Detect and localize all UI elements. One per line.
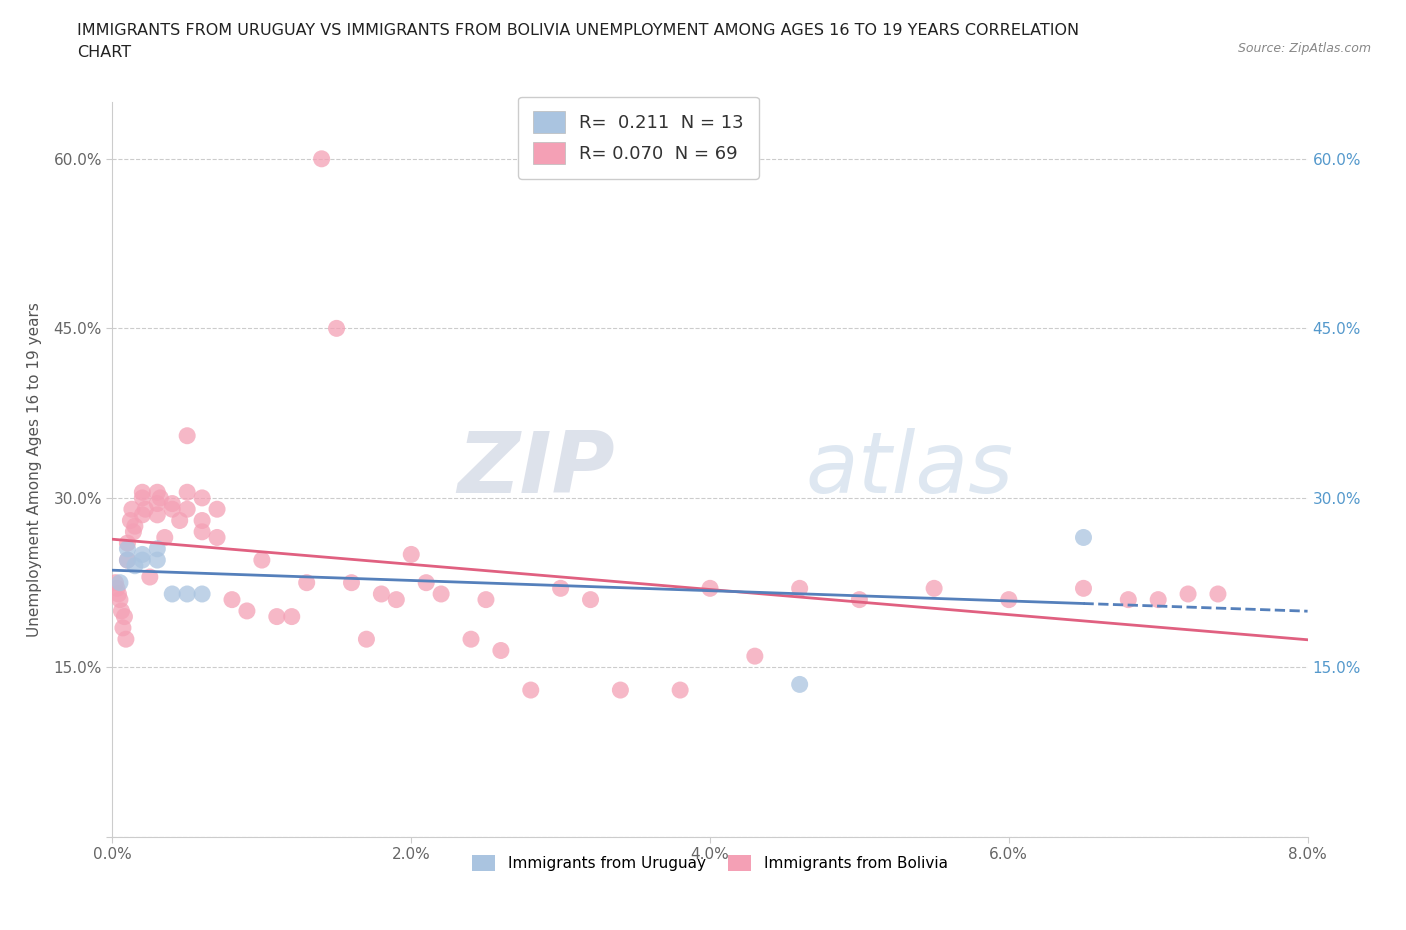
Point <box>191 513 214 528</box>
Point <box>489 643 512 658</box>
Text: IMMIGRANTS FROM URUGUAY VS IMMIGRANTS FROM BOLIVIA UNEMPLOYMENT AMONG AGES 16 TO: IMMIGRANTS FROM URUGUAY VS IMMIGRANTS FR… <box>77 23 1080 38</box>
Point <box>520 683 543 698</box>
Point <box>1206 587 1229 602</box>
Point <box>110 604 132 618</box>
Point <box>104 576 127 591</box>
Point <box>579 592 602 607</box>
Point <box>1177 587 1199 602</box>
Point <box>415 576 437 591</box>
Point <box>385 592 408 607</box>
Point <box>111 620 134 635</box>
Point <box>609 683 631 698</box>
Point <box>149 490 172 505</box>
Point <box>131 547 153 562</box>
Point <box>744 649 766 664</box>
Point <box>131 490 153 505</box>
Point <box>325 321 347 336</box>
Point <box>370 587 392 602</box>
Text: atlas: atlas <box>806 428 1014 512</box>
Y-axis label: Unemployment Among Ages 16 to 19 years: Unemployment Among Ages 16 to 19 years <box>28 302 42 637</box>
Point <box>146 541 169 556</box>
Point <box>430 587 453 602</box>
Point <box>266 609 288 624</box>
Point <box>139 569 162 584</box>
Point <box>108 592 131 607</box>
Point <box>281 609 304 624</box>
Point <box>146 496 169 511</box>
Point <box>115 631 138 646</box>
Point <box>1118 592 1140 607</box>
Point <box>105 581 128 596</box>
Point <box>191 587 214 602</box>
Point <box>848 592 870 607</box>
Text: Source: ZipAtlas.com: Source: ZipAtlas.com <box>1237 42 1371 55</box>
Point <box>108 576 131 591</box>
Point <box>998 592 1021 607</box>
Point <box>550 581 572 596</box>
Point <box>1073 581 1095 596</box>
Point <box>122 525 145 539</box>
Point <box>107 587 129 602</box>
Point <box>146 552 169 567</box>
Point <box>699 581 721 596</box>
Point <box>117 552 139 567</box>
Point <box>340 576 363 591</box>
Text: ZIP: ZIP <box>457 428 614 512</box>
Point <box>131 508 153 523</box>
Point <box>124 558 146 573</box>
Point <box>162 502 183 517</box>
Point <box>669 683 692 698</box>
Legend: Immigrants from Uruguay, Immigrants from Bolivia: Immigrants from Uruguay, Immigrants from… <box>467 849 953 877</box>
Point <box>131 552 153 567</box>
Point <box>117 536 139 551</box>
Point <box>131 485 153 499</box>
Point <box>221 592 243 607</box>
Point <box>121 502 143 517</box>
Point <box>1073 530 1095 545</box>
Point <box>295 576 318 591</box>
Point <box>356 631 378 646</box>
Point <box>922 581 945 596</box>
Text: CHART: CHART <box>77 45 131 60</box>
Point <box>205 502 228 517</box>
Point <box>114 609 135 624</box>
Point <box>789 677 811 692</box>
Point <box>124 519 146 534</box>
Point <box>475 592 498 607</box>
Point <box>311 152 333 166</box>
Point <box>176 485 198 499</box>
Point <box>401 547 423 562</box>
Point <box>162 496 183 511</box>
Point <box>162 587 183 602</box>
Point <box>117 541 139 556</box>
Point <box>146 485 169 499</box>
Point <box>789 581 811 596</box>
Point <box>460 631 482 646</box>
Point <box>134 502 156 517</box>
Point <box>176 502 198 517</box>
Point <box>191 525 214 539</box>
Point <box>176 587 198 602</box>
Point <box>117 552 139 567</box>
Point <box>169 513 191 528</box>
Point <box>191 490 214 505</box>
Point <box>176 429 198 444</box>
Point <box>250 552 273 567</box>
Point <box>153 530 176 545</box>
Point <box>120 513 142 528</box>
Point <box>236 604 259 618</box>
Point <box>1147 592 1170 607</box>
Point <box>205 530 228 545</box>
Point <box>146 508 169 523</box>
